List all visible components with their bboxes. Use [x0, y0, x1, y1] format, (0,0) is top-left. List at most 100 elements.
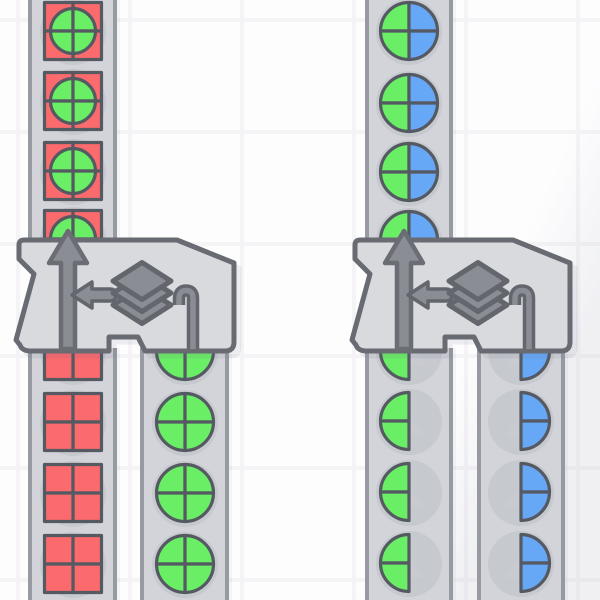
item-shadow-disc — [376, 71, 442, 137]
shape-quadrant — [70, 462, 103, 495]
shape-quadrant — [378, 461, 411, 494]
item-shadow-disc — [39, 390, 106, 456]
shape-item-green-half-circle-left — [376, 531, 442, 597]
right-output-belt[interactable] — [365, 0, 453, 274]
shape-quadrant — [42, 562, 75, 595]
item-shadow-disc — [376, 0, 442, 65]
shape-quadrant — [154, 391, 187, 424]
belt-arrow-icon — [505, 484, 537, 507]
item-shadow-disc — [376, 389, 442, 455]
shape-quadrant — [378, 0, 411, 33]
belt-arrow-icon — [393, 164, 425, 187]
shape-quadrant — [42, 70, 75, 103]
shape-quadrant — [407, 29, 440, 62]
shape-quadrant — [70, 562, 103, 595]
belt-arrow-icon — [56, 23, 89, 46]
shape-item-stacked-green-circle-on-red-square — [39, 139, 106, 205]
shape-quadrant — [182, 420, 215, 453]
shape-quadrant — [48, 76, 75, 103]
shape-quadrant — [42, 462, 75, 495]
shape-quadrant — [154, 462, 187, 495]
shape-quadrant — [70, 491, 103, 524]
stacker-layers-icon — [110, 260, 174, 326]
shape-quadrant — [48, 99, 75, 126]
pipe-inner — [176, 287, 196, 349]
shape-quadrant — [70, 0, 103, 33]
shape-quadrant — [70, 146, 97, 173]
shape-quadrant — [378, 419, 411, 452]
shape-quadrant — [70, 6, 97, 33]
shape-quadrant — [154, 491, 187, 524]
shape-quadrant — [378, 141, 411, 174]
shape-item-blue-half-circle-right — [488, 460, 554, 526]
stacker-left[interactable] — [4, 225, 244, 357]
left-input-belt-green[interactable] — [140, 319, 229, 600]
item-shadow-disc — [39, 0, 106, 65]
shape-quadrant — [70, 420, 103, 453]
belt-arrow-icon — [505, 413, 537, 436]
item-shadow-disc — [39, 532, 106, 598]
shape-quadrant — [519, 461, 552, 494]
shape-quadrant — [378, 532, 411, 565]
shape-quadrant — [70, 169, 103, 202]
belt-arrow-icon — [56, 556, 89, 579]
item-shadow-disc — [39, 69, 106, 135]
pipe-inner — [512, 287, 532, 349]
shape-quadrant — [42, 420, 75, 453]
belt-arrow-icon — [505, 555, 537, 578]
shape-quadrant — [519, 490, 552, 523]
shape-quadrant — [70, 29, 103, 62]
shape-quadrant — [407, 0, 440, 33]
shape-item-green-blue-circle — [376, 0, 442, 65]
shape-item-green-half-circle-left — [376, 389, 442, 455]
belt-arrow-icon — [168, 414, 201, 437]
shape-quadrant — [378, 390, 411, 423]
shape-quadrant — [182, 491, 215, 524]
belt-arrow-icon — [393, 413, 425, 436]
item-shadow-disc — [488, 531, 554, 597]
belt-arrow-icon — [56, 485, 89, 508]
item-shadow-disc — [39, 461, 106, 527]
item-shadow-disc — [488, 389, 554, 455]
shape-quadrant — [42, 391, 75, 424]
shape-quadrant — [70, 29, 97, 56]
shape-quadrant — [70, 169, 97, 196]
shape-quadrant — [154, 562, 187, 595]
stacker-right[interactable] — [340, 225, 580, 357]
shape-quadrant — [378, 170, 411, 203]
shape-item-green-blue-circle — [376, 140, 442, 206]
left-output-belt[interactable] — [28, 0, 117, 273]
item-shadow-disc — [151, 532, 218, 598]
item-shadow-disc — [376, 140, 442, 206]
shape-quadrant — [378, 72, 411, 105]
shape-quadrant — [378, 101, 411, 134]
shape-quadrant — [48, 169, 75, 196]
shape-item-red-square — [39, 532, 106, 598]
shape-quadrant — [70, 140, 103, 173]
item-shadow-disc — [151, 390, 218, 456]
belt-arrow-icon — [393, 95, 425, 118]
belt-arrow-icon — [168, 556, 201, 579]
belt-arrow-icon — [393, 555, 425, 578]
shape-quadrant — [182, 462, 215, 495]
shape-quadrant — [48, 146, 75, 173]
shape-quadrant — [70, 76, 97, 103]
belt-arrow-icon — [393, 23, 425, 46]
belt-arrow-icon — [56, 163, 89, 186]
shape-quadrant — [70, 533, 103, 566]
item-shadow-disc — [488, 460, 554, 526]
shape-quadrant — [42, 533, 75, 566]
shape-item-stacked-green-circle-on-red-square — [39, 0, 106, 65]
belt-arrow-icon — [168, 485, 201, 508]
shape-item-green-circle — [151, 461, 218, 527]
stacker-layers-icon — [446, 260, 510, 326]
shape-quadrant — [407, 72, 440, 105]
belt-arrow-icon — [56, 93, 89, 116]
left-input-belt-red[interactable] — [28, 319, 117, 600]
right-input-belt-blue-half[interactable] — [477, 319, 565, 600]
shape-quadrant — [70, 99, 97, 126]
shape-quadrant — [42, 169, 75, 202]
right-input-belt-green-half[interactable] — [365, 319, 453, 600]
shape-item-blue-half-circle-right — [488, 531, 554, 597]
